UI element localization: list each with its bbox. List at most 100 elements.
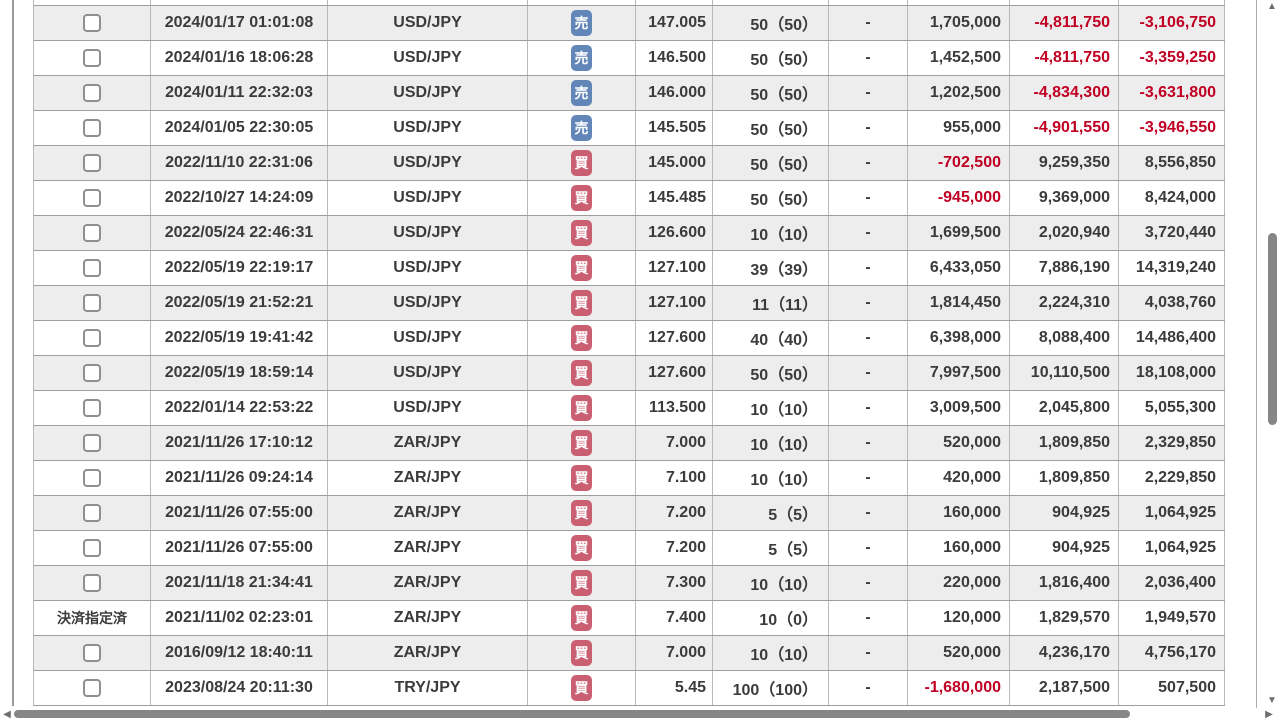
open-datetime-cell: 2024/01/11 22:32:03: [151, 76, 328, 110]
row-checkbox[interactable]: [83, 399, 101, 417]
amount-cell-2: 1,829,570: [1010, 601, 1119, 635]
open-datetime-cell: 2024/01/05 22:30:05: [151, 111, 328, 145]
scroll-left-icon[interactable]: ◀: [3, 709, 11, 720]
row-checkbox[interactable]: [83, 259, 101, 277]
price-cell: 145.505: [636, 111, 713, 145]
amount-cell-1: 1,705,000: [908, 6, 1010, 40]
quantity-cell: 50（50）: [713, 76, 829, 110]
currency-pair-cell: USD/JPY: [328, 111, 528, 145]
position-row: 2022/11/10 22:31:06 USD/JPY 買 145.000 50…: [34, 146, 1225, 181]
row-checkbox[interactable]: [83, 49, 101, 67]
buy-badge: 買: [571, 290, 592, 316]
close-order-cell: -: [829, 146, 908, 180]
price-cell: 7.300: [636, 566, 713, 600]
row-checkbox[interactable]: [83, 679, 101, 697]
row-checkbox[interactable]: [83, 14, 101, 32]
row-checkbox[interactable]: [83, 469, 101, 487]
position-row: 2022/01/14 22:53:22 USD/JPY 買 113.500 10…: [34, 391, 1225, 426]
scroll-down-icon[interactable]: ▼: [1267, 695, 1277, 706]
row-checkbox[interactable]: [83, 539, 101, 557]
price-cell: 7.000: [636, 426, 713, 460]
vertical-scrollbar-thumb[interactable]: [1268, 233, 1277, 425]
amount-cell-1: 1,814,450: [908, 286, 1010, 320]
amount-cell-2: 9,369,000: [1010, 181, 1119, 215]
currency-pair-cell: ZAR/JPY: [328, 601, 528, 635]
select-cell: [34, 426, 151, 460]
position-row: 2021/11/26 09:24:14 ZAR/JPY 買 7.100 10（1…: [34, 461, 1225, 496]
close-order-cell: -: [829, 6, 908, 40]
side-cell: 買: [528, 671, 636, 705]
row-checkbox[interactable]: [83, 189, 101, 207]
amount-cell-2: -4,834,300: [1010, 76, 1119, 110]
amount-cell-1: 6,433,050: [908, 251, 1010, 285]
close-order-cell: -: [829, 671, 908, 705]
window-left-border: [12, 0, 14, 706]
open-datetime-cell: 2022/05/19 22:19:17: [151, 251, 328, 285]
row-checkbox[interactable]: [83, 434, 101, 452]
price-cell: 127.600: [636, 321, 713, 355]
side-cell: 買: [528, 426, 636, 460]
row-checkbox[interactable]: [83, 154, 101, 172]
amount-cell-2: 904,925: [1010, 496, 1119, 530]
horizontal-scrollbar-thumb[interactable]: [14, 710, 1130, 718]
row-checkbox[interactable]: [83, 364, 101, 382]
currency-pair-cell: ZAR/JPY: [328, 531, 528, 565]
amount-cell-3: 2,329,850: [1119, 426, 1225, 460]
position-row: 2022/05/19 22:19:17 USD/JPY 買 127.100 39…: [34, 251, 1225, 286]
select-cell: [34, 356, 151, 390]
currency-pair-cell: USD/JPY: [328, 181, 528, 215]
side-cell: 買: [528, 636, 636, 670]
row-checkbox[interactable]: [83, 504, 101, 522]
amount-cell-1: 7,997,500: [908, 356, 1010, 390]
row-checkbox[interactable]: [83, 644, 101, 662]
position-row: 2021/11/26 17:10:12 ZAR/JPY 買 7.000 10（1…: [34, 426, 1225, 461]
open-datetime-cell: 2022/05/19 21:52:21: [151, 286, 328, 320]
row-checkbox[interactable]: [83, 329, 101, 347]
price-cell: 146.500: [636, 41, 713, 75]
close-order-cell: -: [829, 391, 908, 425]
scroll-right-icon[interactable]: ▶: [1265, 709, 1273, 720]
select-cell: [34, 671, 151, 705]
position-row: 2024/01/17 01:01:08 USD/JPY 売 147.005 50…: [34, 6, 1225, 41]
quantity-cell: 50（50）: [713, 111, 829, 145]
currency-pair-cell: USD/JPY: [328, 76, 528, 110]
settlement-designated-label: 決済指定済: [34, 601, 151, 635]
amount-cell-1: 3,009,500: [908, 391, 1010, 425]
amount-cell-3: 2,036,400: [1119, 566, 1225, 600]
position-row: 2021/11/26 07:55:00 ZAR/JPY 買 7.200 5（5）…: [34, 531, 1225, 566]
select-cell: [34, 111, 151, 145]
buy-badge: 買: [571, 185, 592, 211]
amount-cell-1: -702,500: [908, 146, 1010, 180]
quantity-cell: 50（50）: [713, 146, 829, 180]
select-cell: [34, 286, 151, 320]
position-row: 2021/11/18 21:34:41 ZAR/JPY 買 7.300 10（1…: [34, 566, 1225, 601]
row-checkbox[interactable]: [83, 84, 101, 102]
price-cell: 113.500: [636, 391, 713, 425]
row-checkbox[interactable]: [83, 119, 101, 137]
scroll-up-icon[interactable]: ▲: [1267, 1, 1277, 12]
select-cell: [34, 566, 151, 600]
amount-cell-3: 8,556,850: [1119, 146, 1225, 180]
row-checkbox[interactable]: [83, 224, 101, 242]
row-checkbox[interactable]: [83, 574, 101, 592]
amount-cell-3: -3,631,800: [1119, 76, 1225, 110]
buy-badge: 買: [571, 535, 592, 561]
amount-cell-3: -3,106,750: [1119, 6, 1225, 40]
amount-cell-1: 120,000: [908, 601, 1010, 635]
side-cell: 買: [528, 216, 636, 250]
select-cell: [34, 41, 151, 75]
amount-cell-2: 7,886,190: [1010, 251, 1119, 285]
amount-cell-1: 955,000: [908, 111, 1010, 145]
position-row: 2022/05/19 18:59:14 USD/JPY 買 127.600 50…: [34, 356, 1225, 391]
quantity-cell: 10（10）: [713, 566, 829, 600]
open-datetime-cell: 2022/01/14 22:53:22: [151, 391, 328, 425]
currency-pair-cell: USD/JPY: [328, 216, 528, 250]
amount-cell-1: 1,699,500: [908, 216, 1010, 250]
amount-cell-3: 4,038,760: [1119, 286, 1225, 320]
open-datetime-cell: 2022/10/27 14:24:09: [151, 181, 328, 215]
row-checkbox[interactable]: [83, 294, 101, 312]
position-row: 2024/01/11 22:32:03 USD/JPY 売 146.000 50…: [34, 76, 1225, 111]
open-datetime-cell: 2024/01/16 18:06:28: [151, 41, 328, 75]
buy-badge: 買: [571, 430, 592, 456]
side-cell: 買: [528, 601, 636, 635]
